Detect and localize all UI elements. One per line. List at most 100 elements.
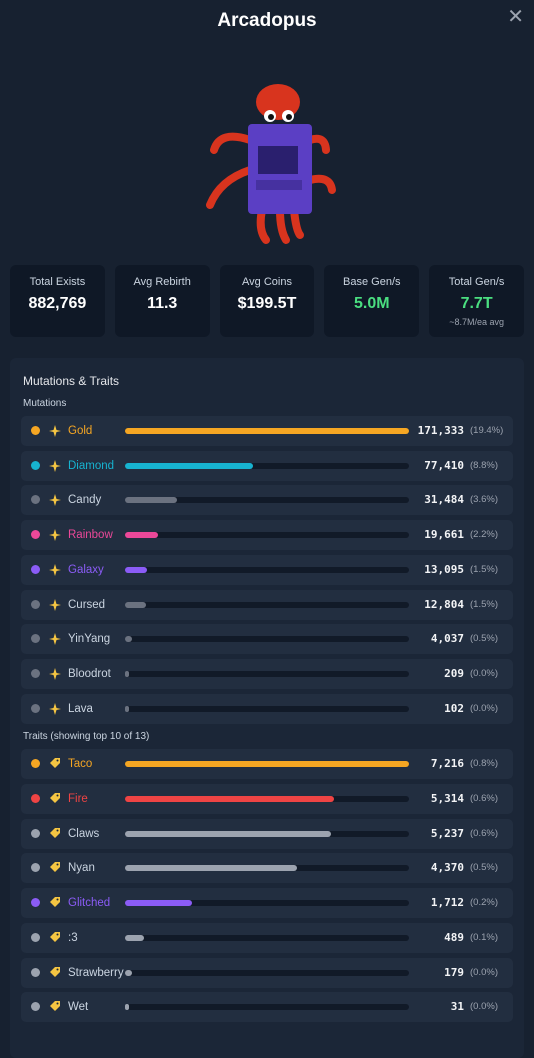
stat-row: YinYang 4,037 (0.5%) [21, 624, 513, 655]
bar-track [125, 705, 409, 712]
item-name: Wet [68, 1001, 89, 1014]
item-count: 5,314 [430, 792, 464, 805]
item-count: 102 [444, 701, 464, 715]
bar-track [125, 1004, 409, 1011]
panel-title: Mutations & Traits [23, 374, 120, 388]
item-name: Glitched [68, 897, 111, 910]
item-share: (0.2%) [470, 897, 498, 909]
stat-row: Galaxy 13,095 (1.5%) [21, 554, 513, 585]
bar-track [125, 428, 409, 434]
item-count: 31,484 [424, 493, 464, 507]
item-name: Galaxy [68, 563, 104, 576]
icon [49, 861, 61, 878]
item-count: 19,661 [424, 528, 464, 542]
icon [49, 702, 61, 719]
item-count: 31 [450, 1000, 464, 1014]
stat-row: Rainbow 19,661 (2.2%) [21, 520, 513, 551]
icon [49, 667, 61, 684]
stat-card: Avg Coins $199.5T [219, 265, 315, 337]
color-dot [31, 967, 40, 977]
bar-track [125, 636, 409, 643]
group-title: Traits (showing top 10 of 13) [23, 731, 150, 743]
icon [49, 459, 61, 476]
item-count: 209 [444, 666, 464, 680]
item-count: 1,712 [430, 896, 464, 910]
item-count: 13,095 [424, 562, 464, 576]
stat-row: Taco 7,216 (0.8%) [21, 749, 513, 780]
stat-value: $199.5T [237, 295, 297, 312]
color-dot [31, 460, 40, 470]
item-share: (0.8%) [470, 758, 498, 770]
item-name: Taco [68, 758, 93, 771]
bar [125, 830, 332, 837]
item-name: Claws [68, 827, 100, 840]
item-name: Gold [68, 425, 93, 437]
item-share: (3.6%) [470, 494, 498, 506]
stat-row: Candy 31,484 (3.6%) [21, 485, 513, 516]
bar [125, 532, 158, 539]
item-count: 179 [444, 965, 464, 979]
item-name: Rainbow [68, 529, 113, 542]
stat-row: Diamond 77,410 (8.8%) [21, 450, 513, 481]
bar-track [125, 934, 409, 941]
bar [125, 796, 335, 802]
item-share: (0.0%) [470, 702, 498, 714]
panel: Mutations & Traits Mutations Gold 171,333 (… [10, 358, 524, 1058]
bar [125, 900, 193, 907]
character-image [206, 84, 336, 244]
page: Arcadopus ✕ Total Exists 882,769 Avg Rebir… [10, 6, 524, 1014]
stat-row: Gold 171,333 (19.4%) [21, 416, 513, 446]
bar [125, 934, 145, 941]
color-dot [31, 634, 40, 644]
bar [125, 497, 178, 504]
item-name: :3 [68, 931, 78, 944]
icon [49, 792, 61, 809]
stat-label: Total Gen/s [448, 276, 505, 288]
stat-row: Cursed 12,804 (1.5%) [21, 589, 513, 620]
color-dot [31, 759, 40, 769]
item-count: 489 [444, 930, 464, 944]
bar [125, 566, 147, 573]
bar [125, 705, 129, 712]
color-dot [31, 863, 40, 873]
icon [49, 563, 61, 580]
stats: Total Exists 882,769 Avg Rebirth 11.3 Avg Co… [10, 265, 524, 337]
stat-row: Wet 31 (0.0%) [21, 992, 513, 1023]
color-dot [31, 599, 40, 609]
stat-row: Strawberry 179 (0.0%) [21, 957, 513, 988]
stat-label: Avg Rebirth [133, 276, 191, 288]
group-title: Mutations [23, 398, 67, 409]
bar-track [125, 900, 409, 907]
stat-row: Glitched 1,712 (0.2%) [21, 888, 513, 919]
stat-card: Base Gen/s 5.0M [324, 265, 420, 337]
bar [125, 1004, 129, 1011]
bar [125, 462, 254, 469]
color-dot [31, 932, 40, 942]
item-share: (8.8%) [470, 459, 498, 471]
color-dot [31, 668, 40, 678]
stat-value: 7.7T [460, 295, 493, 312]
icon [49, 931, 61, 948]
item-share: (2.2%) [470, 529, 498, 541]
bar-track [125, 497, 409, 504]
title: Arcadopus [217, 10, 317, 31]
color-dot [31, 828, 40, 838]
icon [49, 528, 61, 545]
stat-value: 11.3 [147, 295, 178, 312]
item-count: 5,237 [430, 826, 464, 840]
item-share: (0.6%) [470, 827, 498, 839]
bar [125, 969, 133, 976]
icon [49, 424, 61, 441]
color-dot [31, 530, 40, 540]
item-share: (0.5%) [470, 633, 498, 645]
close-button[interactable]: ✕ [507, 6, 524, 28]
icon [49, 1000, 61, 1017]
item-share: (0.5%) [470, 862, 498, 874]
bar-track [125, 830, 409, 837]
bar-track [125, 462, 409, 469]
item-count: 4,370 [430, 861, 464, 875]
icon [49, 493, 61, 510]
color-dot [31, 426, 40, 435]
icon [49, 966, 61, 983]
stat-label: Avg Coins [242, 276, 292, 288]
